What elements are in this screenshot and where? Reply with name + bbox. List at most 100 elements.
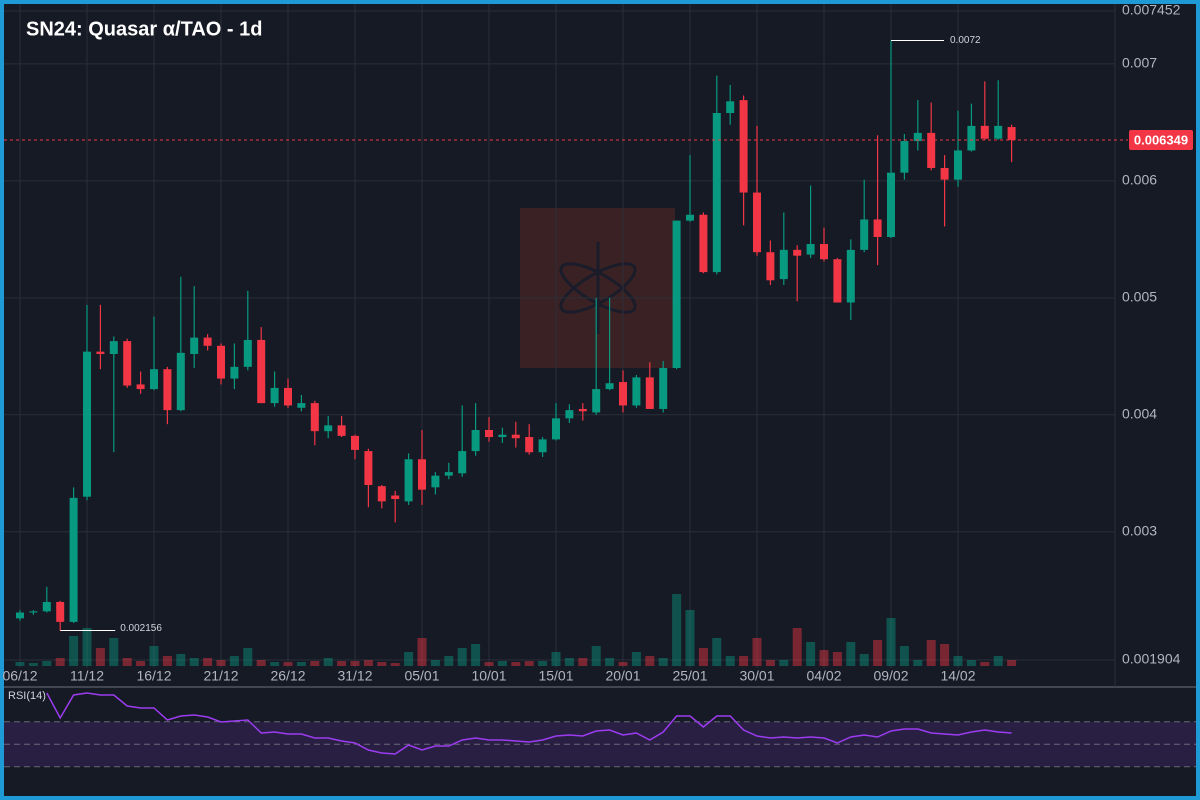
candle-body [525, 437, 534, 453]
candle-body [123, 341, 132, 386]
candle-body [994, 125, 1003, 139]
candle-body [83, 351, 91, 497]
candle-body [806, 244, 815, 255]
volume-bar [404, 652, 414, 666]
volume-bar [551, 652, 561, 666]
candle-body [257, 339, 266, 404]
candle-body [1007, 127, 1016, 141]
candle-body [324, 425, 333, 432]
volume-bar [712, 638, 722, 666]
volume-bar [310, 661, 320, 666]
candle-body [337, 425, 346, 436]
x-tick-label: 26/12 [270, 668, 305, 684]
candle-body [712, 113, 721, 273]
candle-body [310, 403, 319, 432]
volume-bar [82, 628, 92, 666]
volume-bar [980, 662, 990, 666]
candle-body [511, 434, 520, 439]
volume-bar [605, 658, 615, 666]
candle-body [833, 259, 842, 303]
volume-bar [42, 661, 52, 666]
x-tick-label: 30/01 [739, 668, 774, 684]
candle-body [726, 101, 735, 114]
candle-body [42, 601, 51, 612]
candle-body [190, 337, 199, 354]
candle-body [927, 132, 936, 168]
watermark-logo [559, 242, 637, 334]
candle-body [766, 252, 775, 281]
candle-body [793, 249, 802, 256]
volume-bar [564, 658, 574, 666]
candle-body [243, 339, 252, 367]
volume-bar [1007, 660, 1017, 666]
x-tick-label: 25/01 [672, 668, 707, 684]
volume-bar [806, 642, 816, 666]
watermark [520, 208, 675, 368]
volume-bar [122, 658, 132, 666]
volume-bar [873, 640, 883, 666]
rsi-line [46, 692, 1012, 755]
volume-bar [417, 638, 427, 666]
y-tick-label: 0.007452 [1122, 2, 1181, 18]
volume-bar [631, 652, 641, 666]
x-tick-label: 09/02 [873, 668, 908, 684]
candle-body [900, 141, 909, 173]
volume-bar [739, 656, 749, 666]
volume-bar [725, 656, 735, 666]
grid [4, 4, 1115, 668]
volume-bar [926, 640, 936, 666]
x-tick-label: 05/01 [404, 668, 439, 684]
volume-bar [524, 661, 534, 666]
candle-body [16, 612, 24, 619]
volume-bar [296, 662, 306, 666]
volume-bar [189, 658, 199, 666]
candle-body [351, 435, 359, 450]
volume-bar [15, 662, 25, 666]
volume-bar [471, 644, 481, 666]
high-label: 0.0072 [950, 35, 981, 46]
volume-bar [377, 662, 387, 666]
volume-bar [899, 646, 909, 666]
candle-body [699, 214, 708, 273]
candle-body [498, 434, 507, 438]
candle-body [565, 410, 574, 419]
candle-body [552, 418, 560, 440]
volume-bar [149, 646, 159, 666]
candle-body [605, 383, 614, 390]
candle-body [659, 368, 668, 409]
volume-bar [430, 660, 440, 666]
volume-bar [685, 610, 695, 666]
last-price-label: 0.006349 [1134, 132, 1188, 147]
x-tick-label: 11/12 [70, 668, 104, 684]
candle-body [69, 497, 78, 622]
volume-bar [645, 656, 655, 666]
volume-bar [779, 660, 789, 666]
candle-body [431, 475, 440, 488]
candle-body [753, 192, 761, 253]
y-tick-label: 0.006 [1122, 172, 1157, 188]
volume-bar [752, 638, 762, 666]
volume-bar [792, 628, 802, 666]
volume-bar [846, 642, 856, 666]
volume-bar [993, 656, 1003, 666]
x-tick-label: 10/01 [471, 668, 506, 684]
volume-bar [136, 661, 146, 666]
candle-body [578, 408, 587, 412]
volume-bar [591, 646, 601, 666]
volume-bar [203, 658, 213, 666]
volume-bar [69, 636, 79, 666]
volume-bar [283, 662, 293, 666]
candle-body [619, 382, 627, 406]
volume-bar [578, 658, 588, 666]
candle-body [364, 451, 373, 485]
y-tick-label: 0.003 [1122, 522, 1157, 538]
candle-body [297, 403, 306, 408]
volume-bar [698, 648, 708, 666]
candle-body [391, 495, 400, 500]
volume-bar [765, 660, 775, 666]
candle-body [592, 389, 601, 413]
volume-bar [95, 648, 105, 666]
candle-body [418, 459, 426, 490]
